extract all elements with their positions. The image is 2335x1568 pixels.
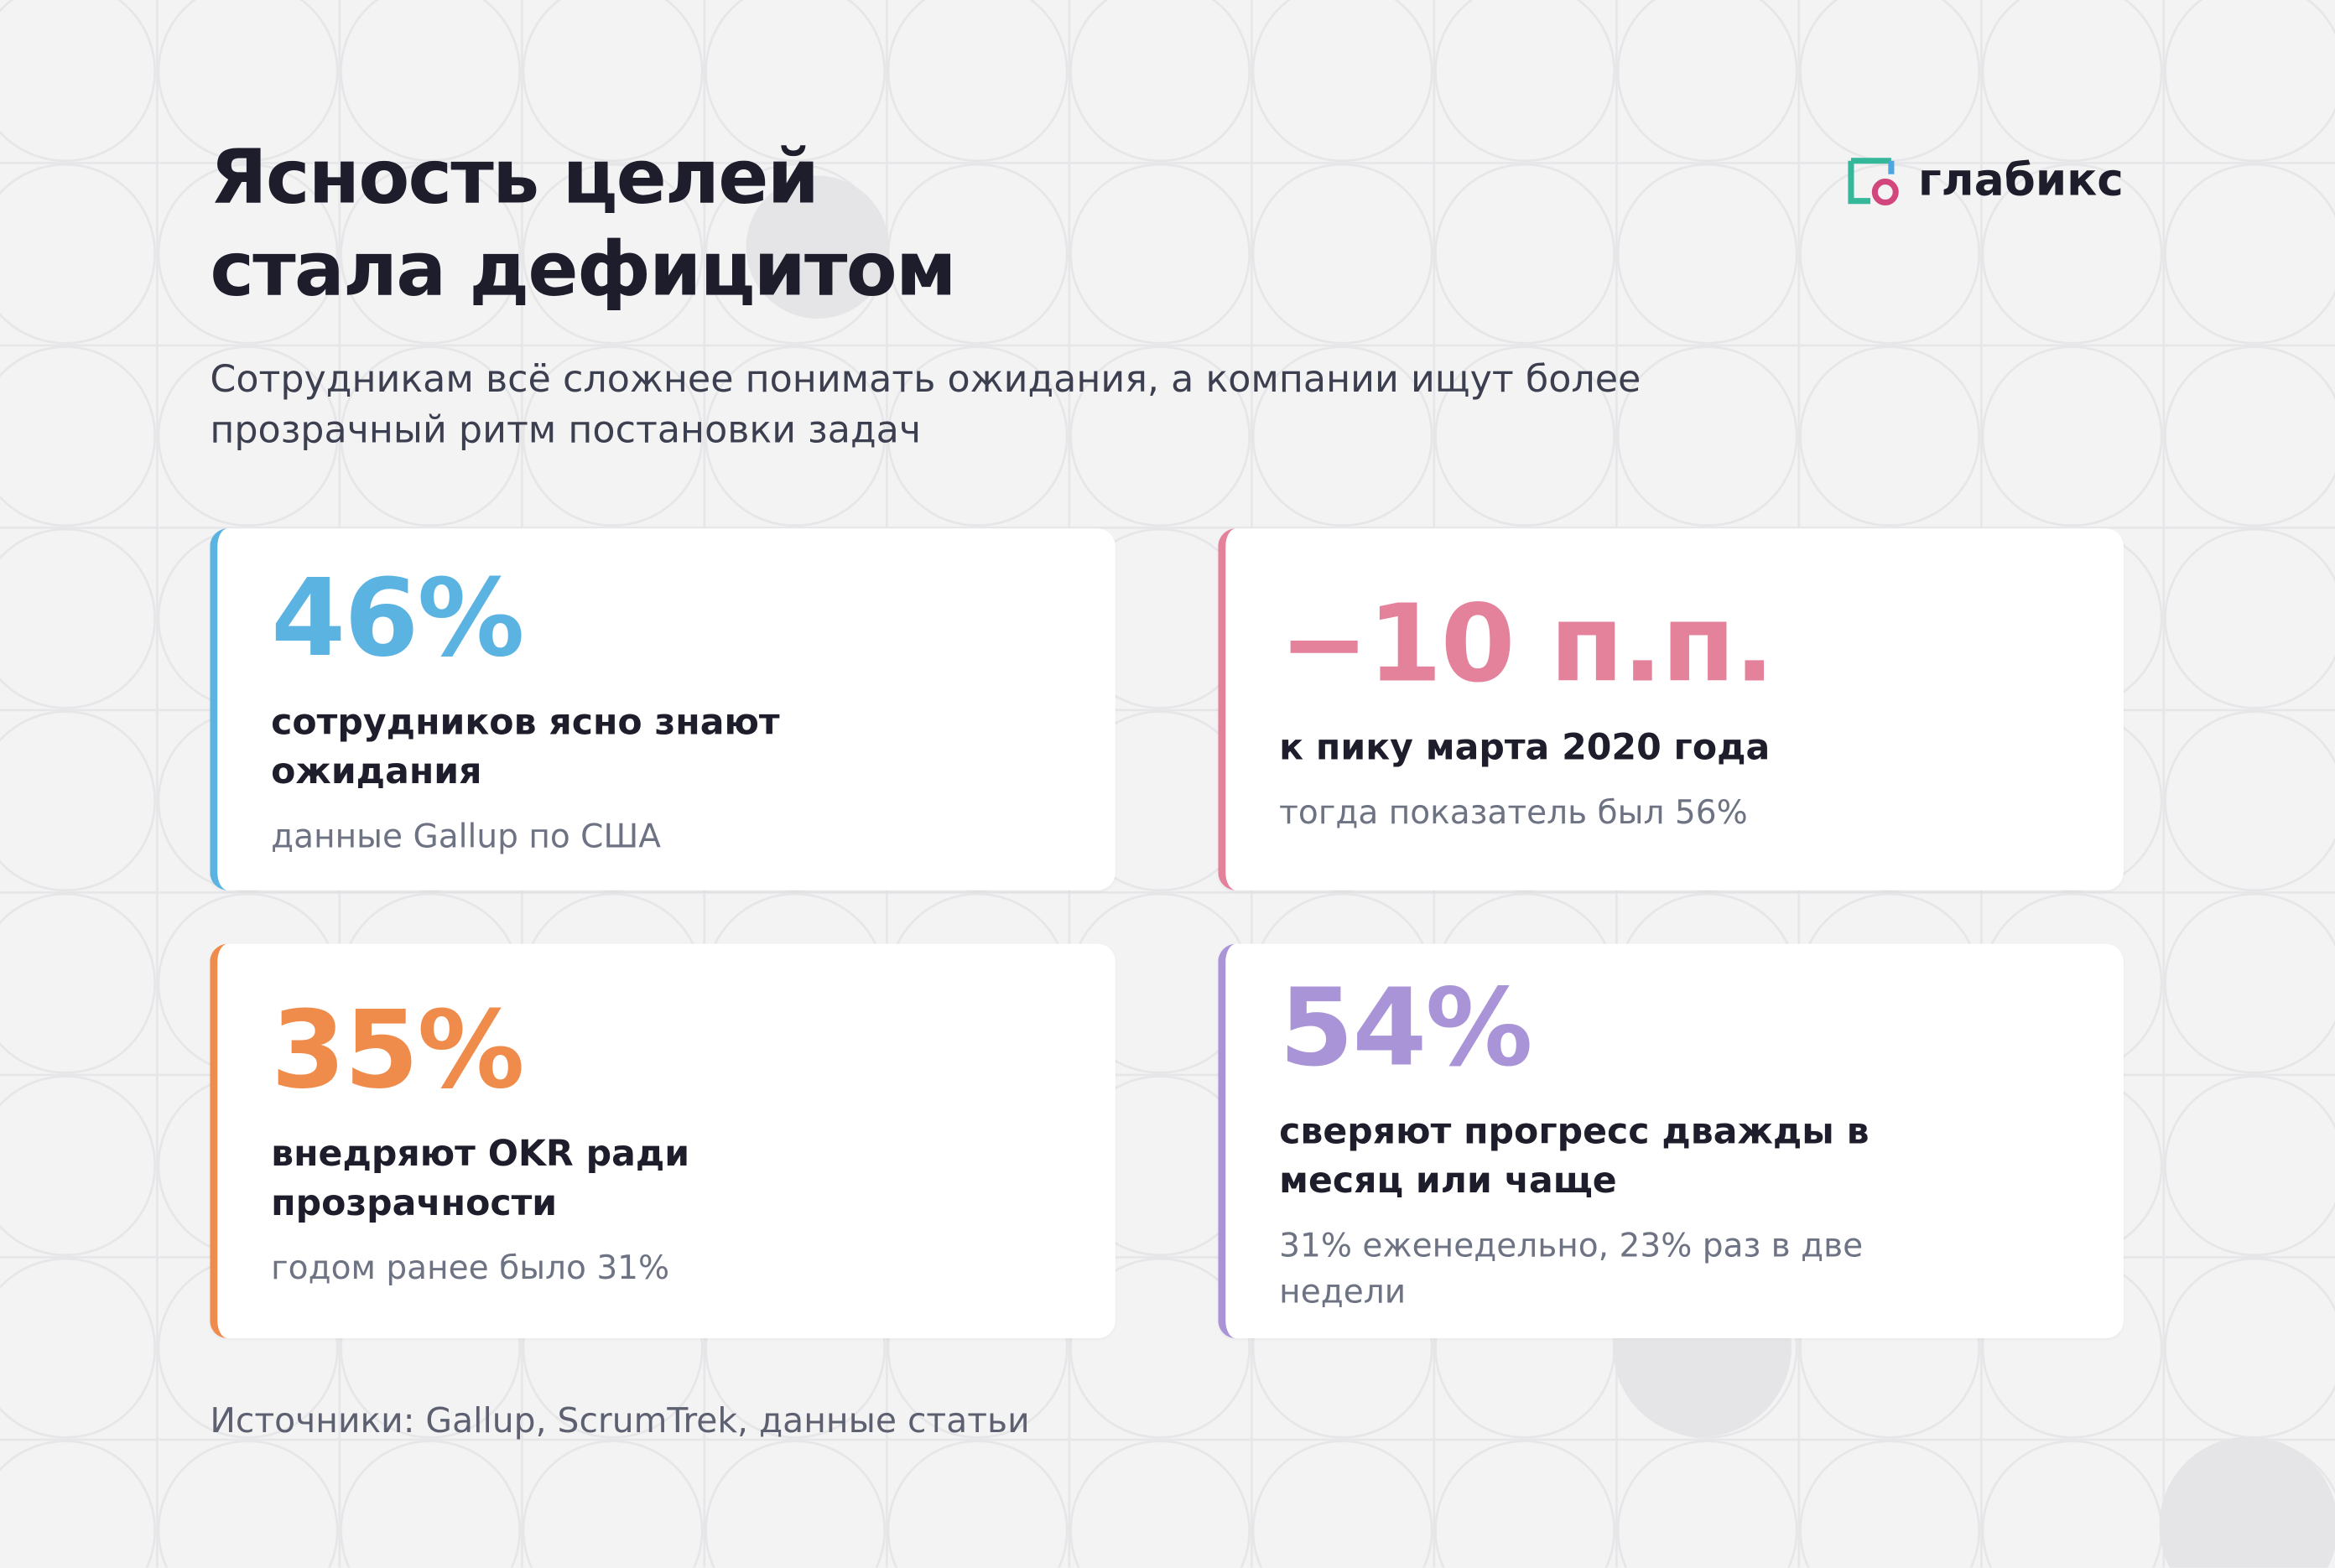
brand: глабикс xyxy=(1847,155,2124,207)
stat-label: внедряют OKR ради прозрачности xyxy=(271,1133,690,1224)
stat-label: сверяют прогресс дважды в месяц или чаще xyxy=(1279,1109,1870,1201)
brand-name: глабикс xyxy=(1917,154,2124,207)
stat-card: 46% сотрудников ясно знают ожидания данные… xyxy=(210,528,1115,890)
stat-note: данные Gallup по США xyxy=(271,818,661,856)
subtitle: Сотрудникам всё сложнее понимать ожидани… xyxy=(210,357,1641,451)
stat-card: 54% сверяют прогресс дважды в месяц или ч… xyxy=(1218,943,2124,1339)
source: Источники: Gallup, ScrumTrek, данные ста… xyxy=(210,1402,1030,1441)
stat-card: 35% внедряют OKR ради прозрачности годом р… xyxy=(210,943,1115,1339)
stat-note: 31% еженедельно, 23% раз в две недели xyxy=(1279,1227,1864,1311)
stat-label: к пику марта 2020 года xyxy=(1279,725,1771,768)
stat-note: тогда показатель был 56% xyxy=(1279,794,1748,832)
title-line: стала дефицитом xyxy=(210,226,956,313)
title-line: Ясность целей xyxy=(210,133,819,221)
stat-value: 54% xyxy=(1279,963,1532,1089)
stat-value: −10 п.п. xyxy=(1279,579,1775,705)
stat-value: 35% xyxy=(271,987,524,1113)
stat-card: −10 п.п. к пику марта 2020 года тогда пока… xyxy=(1218,528,2124,890)
title: Ясность целей стала дефицитом xyxy=(210,131,956,315)
brand-logo xyxy=(1848,157,1899,205)
stat-note: годом ранее было 31% xyxy=(271,1250,670,1288)
stat-label: сотрудников ясно знают ожидания xyxy=(271,701,780,792)
stat-value: 46% xyxy=(271,555,524,681)
